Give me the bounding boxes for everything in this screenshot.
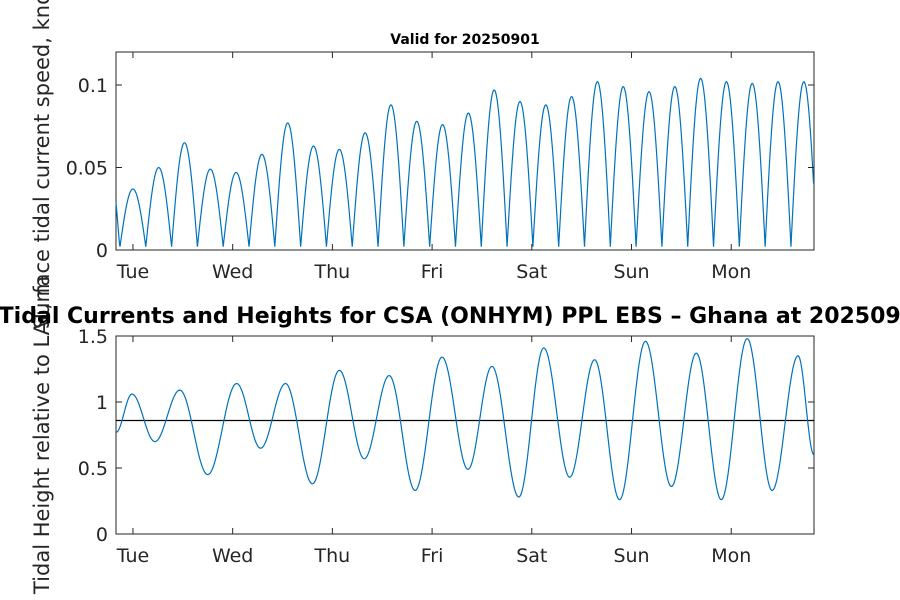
- current-y-tick-label: 0: [96, 240, 108, 262]
- tidal-height-line: [115, 337, 815, 501]
- height-y-tick-label: 1.5: [78, 326, 108, 348]
- tidal-height-panel: 0 0.5 1 1.5 Tue Wed Thu Fri Sat Sun Mon Tidal Hei…: [30, 276, 815, 595]
- height-y-tick-label: 0.5: [78, 458, 108, 480]
- current-axes-box: [115, 51, 815, 251]
- current-panel-title: Valid for 20250901: [390, 32, 539, 48]
- height-y-tick-label: 0: [96, 524, 108, 546]
- current-speed-panel: Valid for 20250901 0 0.05 0.1 Tue Wed Thu Fri…: [30, 0, 815, 329]
- height-x-tick-label: Fri: [421, 545, 444, 567]
- current-x-tick-label: Fri: [421, 261, 444, 283]
- height-y-tick-label: 1: [96, 392, 108, 414]
- height-axes-box: [115, 335, 815, 535]
- height-x-tick-label: Sun: [613, 545, 649, 567]
- height-x-ticks: Tue Wed Thu Fri Sat Sun Mon: [116, 336, 751, 567]
- height-x-tick-label: Wed: [212, 545, 253, 567]
- height-x-tick-label: Sat: [516, 545, 547, 567]
- current-x-tick-label: Sun: [613, 261, 649, 283]
- current-x-tick-label: Wed: [212, 261, 253, 283]
- current-x-tick-label: Mon: [711, 261, 751, 283]
- current-x-tick-label: Tue: [116, 261, 149, 283]
- current-y-tick-label: 0.1: [78, 75, 108, 97]
- height-y-ticks: 0 0.5 1 1.5: [78, 326, 814, 546]
- height-y-label: Tidal Height relative to LAT, m: [30, 276, 54, 595]
- current-speed-line: [115, 77, 815, 247]
- current-y-ticks: 0 0.05 0.1: [66, 75, 814, 262]
- current-y-label: Surface tidal current speed, knots: [30, 0, 54, 329]
- figure-suptitle: Tidal Currents and Heights for CSA (ONHY…: [0, 304, 900, 329]
- current-x-ticks: Tue Wed Thu Fri Sat Sun Mon: [116, 52, 751, 283]
- height-x-tick-label: Thu: [314, 545, 351, 567]
- height-x-tick-label: Tue: [116, 545, 149, 567]
- current-x-tick-label: Sat: [516, 261, 547, 283]
- current-y-tick-label: 0.05: [66, 158, 108, 180]
- height-x-tick-label: Mon: [711, 545, 751, 567]
- current-x-tick-label: Thu: [314, 261, 351, 283]
